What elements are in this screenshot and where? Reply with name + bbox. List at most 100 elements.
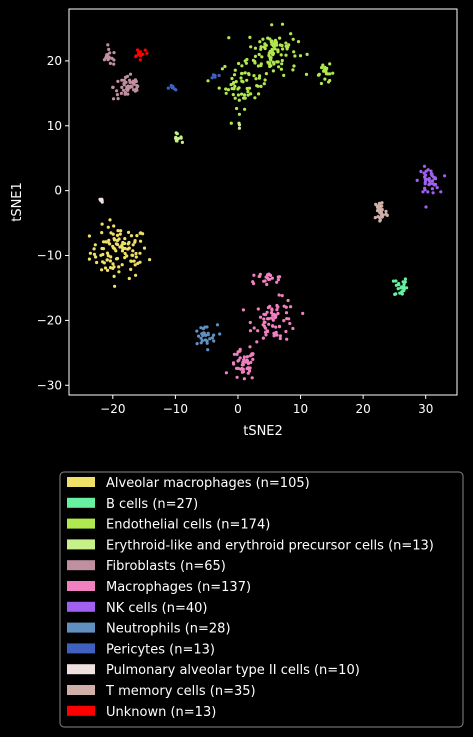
point-series-8 (213, 75, 217, 79)
point-series-5 (266, 329, 270, 334)
point-series-5 (250, 353, 254, 357)
point-series-0 (112, 237, 116, 241)
point-series-1 (401, 280, 405, 284)
point-series-2 (262, 45, 266, 49)
x-axis-label: tSNE2 (243, 424, 283, 439)
point-series-2 (244, 61, 248, 65)
point-series-5 (244, 360, 248, 364)
point-series-6 (415, 178, 419, 182)
point-series-2 (296, 40, 301, 44)
point-series-5 (235, 366, 239, 370)
point-series-5 (231, 361, 236, 365)
point-series-5 (245, 355, 249, 359)
point-series-5 (264, 333, 268, 337)
point-series-6 (423, 186, 427, 190)
point-series-2 (229, 121, 233, 125)
point-series-2 (291, 68, 295, 72)
point-series-6 (424, 205, 428, 209)
point-series-2 (293, 54, 297, 58)
point-series-5 (284, 311, 289, 315)
point-series-2 (259, 63, 263, 68)
point-series-7 (218, 332, 222, 336)
point-series-0 (127, 276, 131, 281)
y-tick-label: −20 (37, 313, 62, 327)
point-series-2 (246, 93, 250, 97)
point-series-0 (121, 246, 125, 250)
point-series-1 (400, 285, 404, 290)
point-series-2 (325, 66, 329, 70)
point-series-2 (292, 50, 296, 54)
point-series-8 (166, 86, 170, 90)
point-series-10 (378, 219, 382, 223)
point-series-6 (433, 177, 438, 181)
point-series-4 (116, 97, 120, 101)
point-series-0 (100, 231, 104, 235)
point-series-0 (106, 268, 110, 272)
y-axis-label: tSNE1 (10, 182, 25, 222)
point-series-5 (272, 334, 276, 338)
point-series-7 (208, 337, 212, 341)
point-series-10 (380, 213, 384, 217)
point-series-0 (132, 259, 136, 263)
point-series-11 (137, 53, 141, 57)
point-series-4 (126, 88, 130, 92)
point-series-2 (226, 88, 230, 92)
point-series-6 (434, 182, 438, 187)
point-series-2 (240, 64, 244, 68)
point-series-7 (205, 325, 209, 329)
point-series-1 (394, 279, 398, 283)
point-series-0 (126, 230, 131, 234)
point-series-4 (104, 56, 108, 60)
legend-swatch (67, 581, 95, 591)
point-series-0 (101, 260, 105, 264)
point-series-3 (180, 140, 184, 144)
point-series-2 (289, 32, 293, 36)
point-series-2 (278, 43, 282, 47)
point-series-1 (394, 292, 398, 296)
point-series-0 (113, 284, 117, 288)
point-series-7 (210, 336, 214, 340)
point-series-2 (286, 45, 290, 49)
point-series-5 (286, 298, 290, 303)
point-series-0 (101, 252, 105, 257)
point-series-2 (279, 67, 283, 71)
point-series-5 (249, 360, 253, 364)
legend-swatch (67, 705, 95, 716)
point-series-2 (271, 69, 275, 73)
point-series-7 (206, 333, 210, 337)
point-series-7 (197, 334, 201, 338)
point-series-4 (120, 85, 124, 89)
point-series-2 (270, 49, 274, 53)
x-tick-label: 0 (234, 402, 242, 416)
point-series-5 (240, 366, 244, 371)
point-series-0 (129, 267, 133, 271)
point-series-2 (246, 89, 250, 94)
legend-swatch (67, 622, 95, 633)
point-series-5 (251, 357, 255, 361)
point-series-11 (145, 51, 149, 55)
point-series-5 (246, 361, 250, 366)
point-series-7 (215, 323, 220, 327)
point-series-5 (282, 304, 286, 308)
point-series-2 (224, 87, 228, 91)
point-series-2 (257, 52, 261, 57)
point-series-2 (232, 87, 236, 91)
point-series-6 (439, 190, 443, 194)
point-series-2 (298, 54, 303, 58)
x-tick-label: 20 (355, 402, 370, 416)
legend: Alveolar macrophages (n=105) B cells (n=2… (59, 471, 464, 728)
point-series-0 (111, 262, 115, 266)
point-series-5 (242, 355, 246, 359)
point-series-1 (394, 283, 398, 287)
point-series-2 (278, 36, 282, 40)
point-series-3 (179, 135, 183, 139)
point-series-0 (115, 233, 120, 237)
point-series-0 (100, 246, 104, 251)
point-series-2 (291, 37, 295, 41)
point-series-4 (111, 85, 115, 89)
point-series-3 (175, 139, 179, 143)
point-series-2 (269, 58, 273, 62)
point-series-4 (120, 78, 124, 82)
point-series-10 (385, 213, 389, 217)
legend-label: Macrophages (n=137) (106, 580, 251, 595)
